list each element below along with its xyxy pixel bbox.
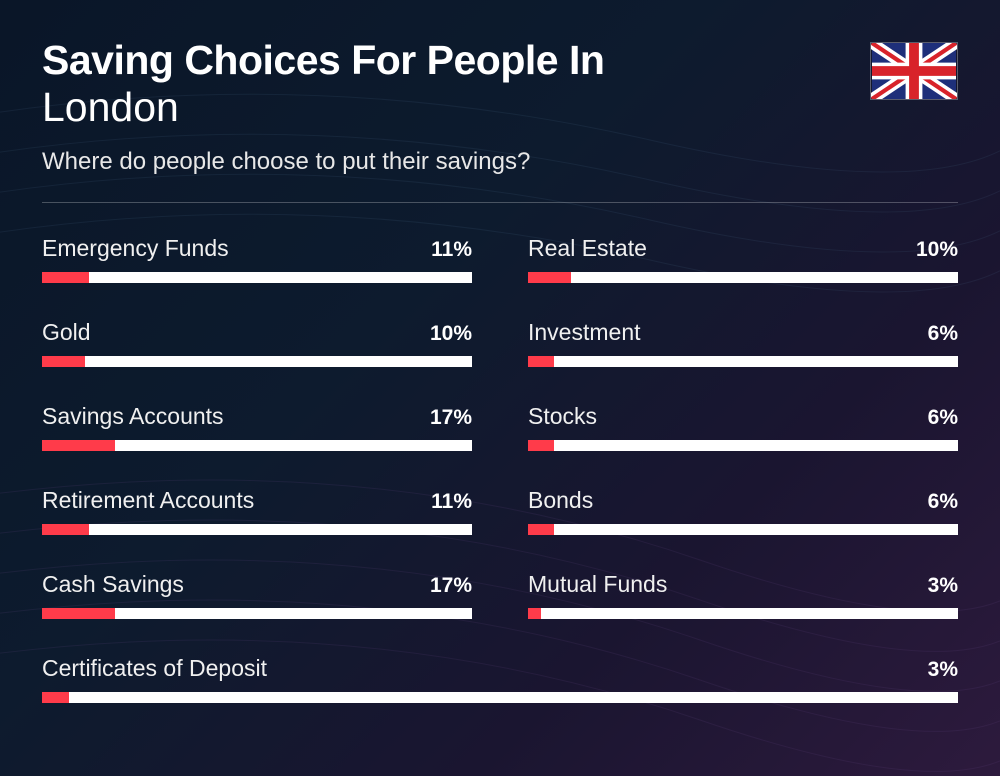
bar-track (528, 524, 958, 535)
chart-item-value: 11% (431, 490, 472, 514)
chart-item-value: 10% (430, 322, 472, 346)
chart-grid: Emergency Funds 11% Real Estate 10% Gold 10% I… (42, 235, 958, 703)
bar-fill (42, 356, 85, 367)
bar-fill (42, 440, 115, 451)
bar-track (42, 440, 472, 451)
bar-fill (42, 524, 89, 535)
chart-item-label: Emergency Funds (42, 235, 229, 262)
chart-item: Stocks 6% (528, 403, 958, 451)
bar-track (528, 356, 958, 367)
bar-fill (528, 608, 541, 619)
chart-item-value: 6% (928, 322, 958, 346)
chart-item-value: 6% (928, 406, 958, 430)
bar-track (42, 524, 472, 535)
title-location: London (42, 85, 604, 130)
chart-item: Investment 6% (528, 319, 958, 367)
header: Saving Choices For People In London Wher… (42, 38, 958, 176)
chart-item: Cash Savings 17% (42, 571, 472, 619)
chart-item-label: Bonds (528, 487, 593, 514)
chart-item: Bonds 6% (528, 487, 958, 535)
chart-item-value: 3% (928, 574, 958, 598)
title-main: Saving Choices For People In (42, 38, 604, 83)
bar-fill (42, 272, 89, 283)
chart-item-value: 17% (430, 574, 472, 598)
bar-fill (528, 524, 554, 535)
chart-item-value: 17% (430, 406, 472, 430)
bar-fill (528, 272, 571, 283)
chart-item-label: Certificates of Deposit (42, 655, 267, 682)
chart-item-value: 6% (928, 490, 958, 514)
bar-fill (528, 356, 554, 367)
chart-item: Emergency Funds 11% (42, 235, 472, 283)
uk-flag-icon (870, 42, 958, 100)
bar-fill (42, 692, 69, 703)
chart-item-value: 10% (916, 238, 958, 262)
chart-item: Gold 10% (42, 319, 472, 367)
bar-track (528, 608, 958, 619)
bar-track (42, 356, 472, 367)
bar-fill (42, 608, 115, 619)
bar-track (528, 272, 958, 283)
bar-fill (528, 440, 554, 451)
bar-track (528, 440, 958, 451)
chart-item-label: Savings Accounts (42, 403, 224, 430)
chart-item: Certificates of Deposit 3% (42, 655, 958, 703)
chart-item-value: 3% (928, 658, 958, 682)
chart-item-label: Gold (42, 319, 91, 346)
chart-item-label: Real Estate (528, 235, 647, 262)
chart-item-label: Investment (528, 319, 641, 346)
chart-item-label: Cash Savings (42, 571, 184, 598)
chart-item-label: Retirement Accounts (42, 487, 254, 514)
chart-item-label: Stocks (528, 403, 597, 430)
bar-track (42, 608, 472, 619)
chart-item: Real Estate 10% (528, 235, 958, 283)
chart-item: Retirement Accounts 11% (42, 487, 472, 535)
chart-item: Mutual Funds 3% (528, 571, 958, 619)
chart-item-label: Mutual Funds (528, 571, 667, 598)
bar-track (42, 692, 958, 703)
chart-item: Savings Accounts 17% (42, 403, 472, 451)
subtitle: Where do people choose to put their savi… (42, 148, 604, 176)
bar-track (42, 272, 472, 283)
chart-item-value: 11% (431, 238, 472, 262)
divider (42, 202, 958, 203)
